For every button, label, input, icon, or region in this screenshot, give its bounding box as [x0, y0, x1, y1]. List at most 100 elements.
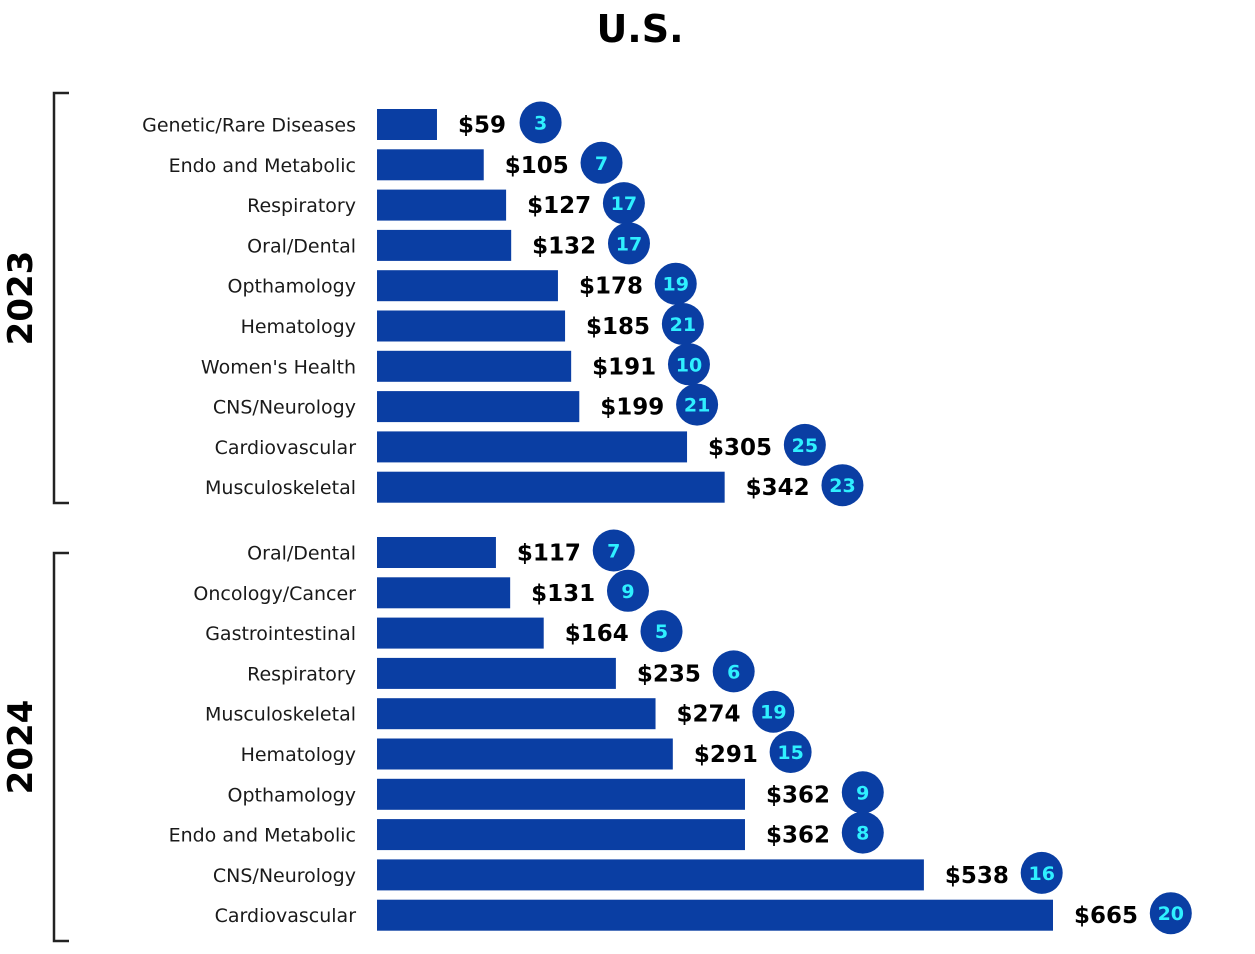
count-label: 6	[727, 661, 740, 683]
value-label: $235	[637, 661, 701, 687]
count-badge: 3	[519, 101, 562, 144]
value-label: $164	[565, 621, 629, 647]
count-label: 17	[611, 193, 637, 215]
bar-row: Cardiovascular $305 25	[215, 423, 826, 466]
category-label: CNS/Neurology	[213, 865, 356, 887]
bar-row: Opthamology $178 19	[228, 262, 697, 305]
value-label: $362	[766, 782, 830, 808]
count-label: 15	[777, 742, 803, 764]
bar-row: Respiratory $235 6	[247, 650, 755, 693]
count-label: 7	[607, 541, 620, 563]
count-badge: 17	[602, 182, 645, 225]
count-label: 19	[760, 702, 786, 724]
count-badge-circle	[1020, 851, 1063, 894]
category-label: Oral/Dental	[247, 543, 356, 565]
bar-row: Gastrointestinal $164 5	[205, 610, 683, 653]
value-label: $274	[677, 702, 741, 728]
count-label: 10	[676, 354, 702, 376]
chart-groups: 20 23 Genetic/Rare Diseases $59 3 Endo and Me…	[1, 91, 1192, 943]
count-badge-circle	[783, 423, 826, 466]
count-label: 9	[856, 782, 869, 804]
category-label: Respiratory	[247, 195, 356, 217]
bar-row: Endo and Metabolic $362 8	[169, 811, 884, 854]
bar	[377, 149, 484, 181]
category-label: Cardiovascular	[215, 905, 357, 927]
bar	[377, 899, 1053, 931]
category-label: Endo and Metabolic	[169, 825, 356, 847]
count-badge: 21	[676, 383, 719, 426]
bar-row: Oral/Dental $117 7	[247, 529, 635, 572]
bar-row: Oral/Dental $132 17	[247, 222, 650, 265]
count-badge-circle	[667, 343, 710, 386]
bar-row: Genetic/Rare Diseases $59 3	[142, 101, 562, 144]
count-label: 21	[684, 395, 710, 417]
count-label: 21	[670, 314, 696, 336]
bar	[377, 109, 437, 140]
chart-title: U.S.	[596, 7, 683, 51]
count-label: 7	[595, 153, 608, 175]
count-badge-circle	[841, 811, 884, 854]
bar	[377, 431, 688, 463]
bar-row: CNS/Neurology $538 16	[213, 851, 1063, 894]
bar-row: Musculoskeletal $342 23	[205, 464, 864, 507]
category-label: Genetic/Rare Diseases	[142, 115, 356, 137]
value-label: $127	[527, 193, 591, 219]
value-label: $538	[945, 863, 1009, 889]
count-badge-circle	[580, 141, 623, 184]
bar	[377, 391, 580, 423]
value-label: $305	[708, 435, 772, 461]
count-badge: 20	[1149, 892, 1192, 935]
category-label: Oncology/Cancer	[193, 583, 356, 605]
count-badge: 7	[580, 141, 623, 184]
bar	[377, 738, 673, 770]
count-badge: 23	[821, 464, 864, 507]
category-label: Hematology	[241, 744, 356, 766]
bar	[377, 577, 511, 609]
group-year-label: 2024	[1, 700, 41, 795]
category-label: Hematology	[241, 316, 356, 338]
category-label: Gastrointestinal	[205, 623, 356, 645]
value-label: $199	[600, 395, 664, 421]
count-label: 8	[856, 823, 869, 845]
category-label: Women's Health	[201, 356, 356, 378]
bar	[377, 819, 745, 851]
value-label: $665	[1074, 903, 1138, 929]
count-badge: 6	[712, 650, 755, 693]
category-label: Opthamology	[228, 784, 357, 806]
bar	[377, 471, 725, 503]
value-label: $131	[531, 581, 595, 607]
count-label: 9	[621, 581, 634, 603]
category-label: Cardiovascular	[215, 437, 357, 459]
count-label: 17	[616, 233, 642, 255]
count-badge-circle	[640, 610, 683, 653]
group-bracket	[52, 551, 69, 943]
count-badge: 10	[667, 343, 710, 386]
count-badge-circle	[661, 303, 704, 345]
value-label: $185	[586, 314, 650, 340]
bar-row: Musculoskeletal $274 19	[205, 690, 795, 733]
count-badge-circle	[752, 690, 795, 733]
group-bracket	[52, 91, 69, 505]
count-badge: 9	[606, 569, 649, 612]
count-badge-circle	[606, 569, 649, 612]
value-label: $59	[458, 113, 506, 139]
category-label: CNS/Neurology	[213, 397, 356, 419]
bar	[377, 537, 496, 568]
bar-row: Cardiovascular $665 20	[215, 892, 1192, 935]
bar-row: Hematology $291 15	[241, 731, 812, 773]
count-badge: 25	[783, 423, 826, 466]
bar	[377, 617, 544, 649]
value-label: $105	[505, 153, 569, 179]
bar-row: Women's Health $191 10	[201, 343, 710, 386]
count-badge-circle	[769, 731, 812, 773]
category-label: Musculoskeletal	[205, 704, 356, 726]
count-label: 19	[663, 274, 689, 296]
count-badge-circle	[712, 650, 755, 693]
bar	[377, 657, 616, 689]
bar	[377, 778, 745, 810]
count-badge: 19	[654, 262, 697, 305]
bar-row: CNS/Neurology $199 21	[213, 383, 719, 426]
count-label: 23	[829, 475, 855, 497]
bar	[377, 310, 566, 342]
bar-row: Opthamology $362 9	[228, 771, 884, 814]
